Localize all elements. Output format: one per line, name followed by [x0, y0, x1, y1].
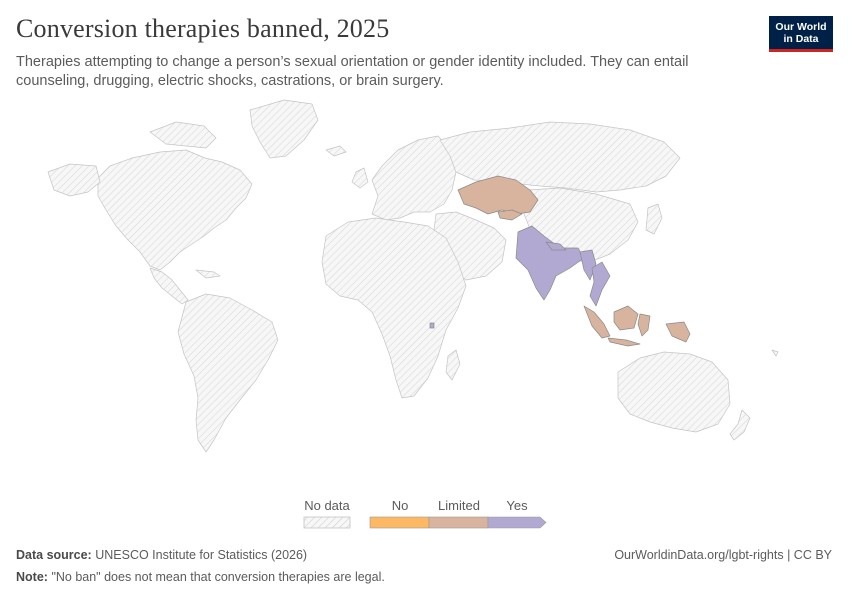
note-label: Note:: [16, 570, 48, 584]
legend-limited-swatch[interactable]: [428, 516, 489, 529]
region-misc-island[interactable]: [771, 349, 779, 357]
source-url[interactable]: OurWorldinData.org/lgbt-rights | CC BY: [614, 548, 832, 562]
region-central-america[interactable]: [149, 267, 189, 305]
legend-no-data-label: No data: [304, 498, 350, 513]
legend-limited-label: Limited: [438, 498, 480, 513]
country-kyrgyzstan[interactable]: [497, 209, 523, 221]
region-russia[interactable]: [439, 121, 681, 193]
region-greenland[interactable]: [249, 99, 319, 159]
legend-yes-swatch[interactable]: [487, 516, 547, 529]
region-new-zealand[interactable]: [729, 409, 751, 441]
region-uk[interactable]: [351, 167, 369, 189]
country-papua-new-guinea[interactable]: [665, 321, 691, 343]
region-europe[interactable]: [371, 135, 457, 221]
country-indonesia-sumatra[interactable]: [583, 305, 611, 339]
region-north-america[interactable]: [97, 149, 253, 271]
legend: No data No Limited Yes: [300, 496, 560, 536]
logo-line-2: in Data: [783, 33, 819, 45]
region-japan[interactable]: [645, 203, 663, 235]
chart-note: Note: "No ban" does not mean that conver…: [16, 570, 385, 584]
legend-yes-label: Yes: [506, 498, 528, 513]
region-iceland[interactable]: [325, 145, 347, 157]
chart-subtitle: Therapies attempting to change a person’…: [16, 54, 689, 89]
country-indonesia-java[interactable]: [607, 337, 641, 347]
region-alaska[interactable]: [47, 163, 101, 197]
region-africa[interactable]: [321, 217, 467, 399]
region-arctic-islands[interactable]: [149, 121, 217, 149]
country-indonesia-borneo[interactable]: [613, 305, 639, 331]
legend-no-data-swatch[interactable]: [303, 516, 351, 529]
region-australia[interactable]: [617, 351, 731, 433]
region-madagascar[interactable]: [445, 349, 461, 381]
data-source-text[interactable]: UNESCO Institute for Statistics (2026): [95, 548, 308, 562]
country-indonesia-sulawesi[interactable]: [637, 313, 651, 337]
world-map[interactable]: [0, 95, 850, 490]
note-text: "No ban" does not mean that conversion t…: [51, 570, 385, 584]
legend-no-swatch[interactable]: [369, 516, 430, 529]
owid-logo[interactable]: Our World in Data: [769, 16, 833, 52]
legend-swatches: [303, 516, 547, 529]
chart-title: Conversion therapies banned, 2025: [16, 14, 390, 43]
region-caribbean[interactable]: [195, 269, 221, 279]
country-kazakhstan[interactable]: [457, 175, 539, 215]
country-india[interactable]: [515, 225, 585, 301]
data-source-label: Data source:: [16, 548, 92, 562]
country-nepal[interactable]: [545, 241, 567, 251]
country-thailand[interactable]: [589, 261, 611, 307]
legend-no-label: No: [391, 498, 409, 513]
country-burundi[interactable]: [429, 322, 435, 329]
region-south-america[interactable]: [177, 293, 279, 453]
data-source: Data source: UNESCO Institute for Statis…: [16, 548, 307, 562]
logo-line-1: Our World: [775, 21, 827, 33]
